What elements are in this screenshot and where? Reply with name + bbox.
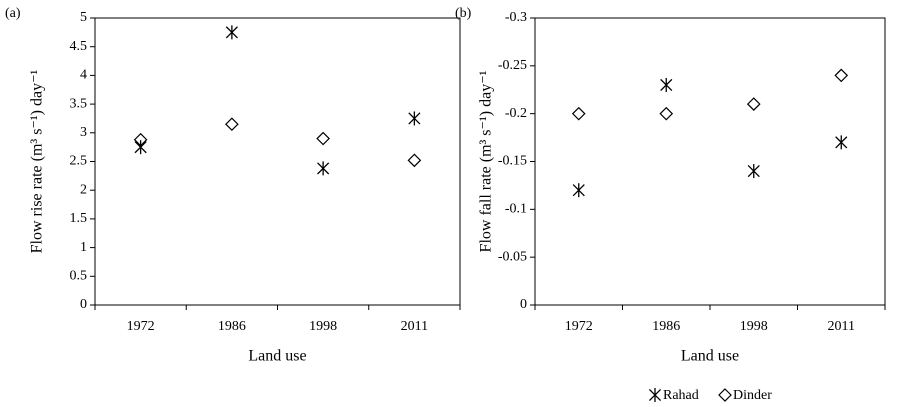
marker-stroke [408, 112, 421, 125]
x-tick-label: 1998 [309, 319, 337, 334]
x-axis-label: Land use [248, 348, 306, 365]
marker-diamond [407, 153, 422, 168]
marker-asterisk [134, 140, 147, 155]
y-tick-label: 3 [80, 125, 87, 140]
y-tick-label: -0.05 [498, 249, 527, 264]
marker-shape [571, 106, 586, 121]
marker-diamond [571, 106, 586, 121]
y-tick-label: -0.1 [505, 202, 527, 217]
marker-shape [718, 388, 732, 402]
y-tick-label: 0.5 [70, 269, 88, 284]
y-tick-label: 4.5 [70, 39, 88, 54]
marker-asterisk [835, 135, 848, 150]
y-axis-label: Flow fall rate (m³ s⁻¹) day⁻¹ [478, 70, 495, 252]
marker-asterisk [408, 111, 421, 126]
y-tick-label: -0.2 [505, 106, 527, 121]
y-axis-label: Flow rise rate (m³ s⁻¹) day⁻¹ [29, 69, 46, 253]
marker-asterisk [747, 164, 760, 179]
marker-stroke [747, 165, 760, 178]
x-tick-label: 1986 [652, 319, 680, 334]
marker-asterisk [317, 161, 330, 176]
marker-shape [225, 117, 239, 132]
y-tick-label: 2 [80, 182, 87, 197]
y-tick-label: -0.25 [498, 58, 527, 73]
marker-asterisk [225, 25, 238, 40]
marker-stroke [225, 26, 238, 39]
marker-diamond [133, 132, 148, 147]
plot-frame [94, 17, 461, 306]
y-tick-label: -0.3 [505, 10, 527, 25]
legend-label: Dinder [733, 388, 772, 403]
marker-asterisk [572, 183, 585, 198]
marker-stroke [648, 388, 662, 402]
marker-diamond [718, 388, 732, 402]
y-tick-label: 1 [80, 240, 87, 255]
marker-stroke [572, 184, 585, 197]
x-tick-label: 2011 [401, 319, 428, 334]
plot-frame [534, 17, 886, 306]
x-tick-label: 1972 [565, 319, 593, 334]
marker-shape [316, 131, 330, 146]
marker-stroke [835, 136, 848, 149]
y-tick-label: 5 [80, 10, 87, 25]
marker-stroke [134, 141, 147, 154]
marker-shape [834, 68, 849, 83]
x-tick-label: 1972 [127, 319, 155, 334]
marker-diamond [834, 68, 849, 83]
marker-diamond [659, 106, 674, 121]
panel-label: (b) [455, 6, 472, 21]
marker-shape [133, 132, 148, 147]
y-tick-label: 0 [80, 297, 87, 312]
marker-asterisk [660, 77, 673, 92]
marker-asterisk [648, 388, 662, 402]
marker-diamond [746, 97, 761, 111]
marker-diamond [316, 131, 330, 146]
marker-stroke [660, 78, 673, 92]
x-axis-label: Land use [681, 348, 739, 365]
y-tick-label: 0 [520, 297, 527, 312]
x-tick-label: 1998 [740, 319, 768, 334]
x-tick-label: 1986 [218, 319, 246, 334]
y-tick-label: 4 [80, 68, 87, 83]
marker-stroke [317, 162, 330, 175]
y-tick-label: -0.15 [498, 154, 527, 169]
y-tick-label: 2.5 [70, 154, 88, 169]
x-tick-label: 2011 [828, 319, 855, 334]
marker-diamond [225, 117, 239, 132]
marker-shape [746, 97, 761, 111]
marker-shape [407, 153, 422, 168]
panel-label: (a) [5, 6, 21, 21]
legend-label: Rahad [663, 388, 699, 403]
marker-shape [659, 106, 674, 121]
y-tick-label: 1.5 [70, 211, 88, 226]
y-tick-label: 3.5 [70, 96, 88, 111]
